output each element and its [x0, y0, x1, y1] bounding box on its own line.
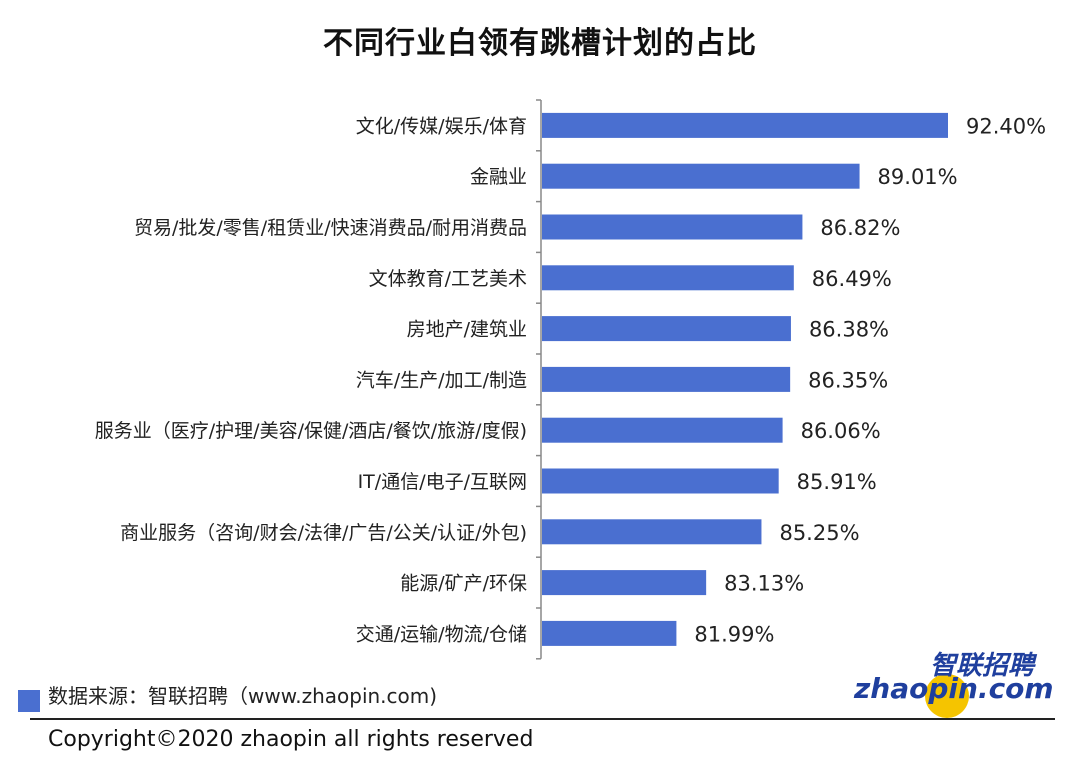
bar: [542, 519, 762, 545]
bar: [542, 366, 791, 392]
value-label: 86.35%: [808, 368, 888, 392]
logo-cn-text: 智联招聘: [930, 651, 1038, 681]
value-label: 81.99%: [694, 622, 774, 646]
category-label: 服务业（医疗/护理/美容/保健/酒店/餐饮/旅游/度假): [95, 420, 527, 442]
footer-divider: [30, 718, 1055, 720]
bar: [542, 265, 794, 291]
bar: [542, 570, 707, 596]
category-label: 文化/传媒/娱乐/体育: [356, 115, 527, 137]
source-row: 数据来源：智联招聘（www.zhaopin.com): [18, 676, 437, 712]
value-label: 85.91%: [797, 470, 877, 494]
legend-square-icon: [18, 690, 40, 712]
bar: [542, 214, 803, 240]
category-label: 贸易/批发/零售/租赁业/快速消费品/耐用消费品: [134, 217, 527, 239]
category-label: 文体教育/工艺美术: [369, 268, 527, 290]
category-label: 能源/矿产/环保: [400, 573, 527, 595]
bar: [542, 417, 783, 443]
copyright-text: Copyright©2020 zhaopin all rights reserv…: [48, 727, 534, 752]
bar: [542, 112, 948, 138]
chart-title: 不同行业白领有跳槽计划的占比: [323, 26, 757, 61]
value-label: 86.82%: [820, 216, 900, 240]
value-label: 86.06%: [801, 419, 881, 443]
bar: [542, 468, 779, 494]
value-label: 92.40%: [966, 114, 1046, 138]
value-label: 83.13%: [724, 572, 804, 596]
category-label: 交通/运输/物流/仓储: [356, 623, 527, 645]
zhaopin-logo: 智联招聘 zhaopin.com: [852, 648, 1057, 718]
category-label: 房地产/建筑业: [407, 319, 527, 341]
bar: [542, 316, 791, 342]
value-label: 85.25%: [779, 521, 859, 545]
bar: [542, 620, 677, 646]
value-label: 89.01%: [878, 165, 958, 189]
category-label: 汽车/生产/加工/制造: [356, 369, 527, 391]
bar: [542, 163, 860, 189]
value-label: 86.38%: [809, 318, 889, 342]
category-label: IT/通信/电子/互联网: [358, 471, 527, 493]
data-source: 数据来源：智联招聘（www.zhaopin.com): [48, 683, 438, 708]
value-label: 86.49%: [812, 267, 892, 291]
bar-chart: 文化/传媒/娱乐/体育 92.40% 金融业 89.01% 贸易/批发/零售/租赁业/快…: [95, 99, 1046, 660]
category-label: 金融业: [470, 166, 527, 188]
category-label: 商业服务（咨询/财会/法律/广告/公关/认证/外包): [120, 522, 527, 544]
logo-en-text: zhaopin.com: [853, 672, 1054, 705]
